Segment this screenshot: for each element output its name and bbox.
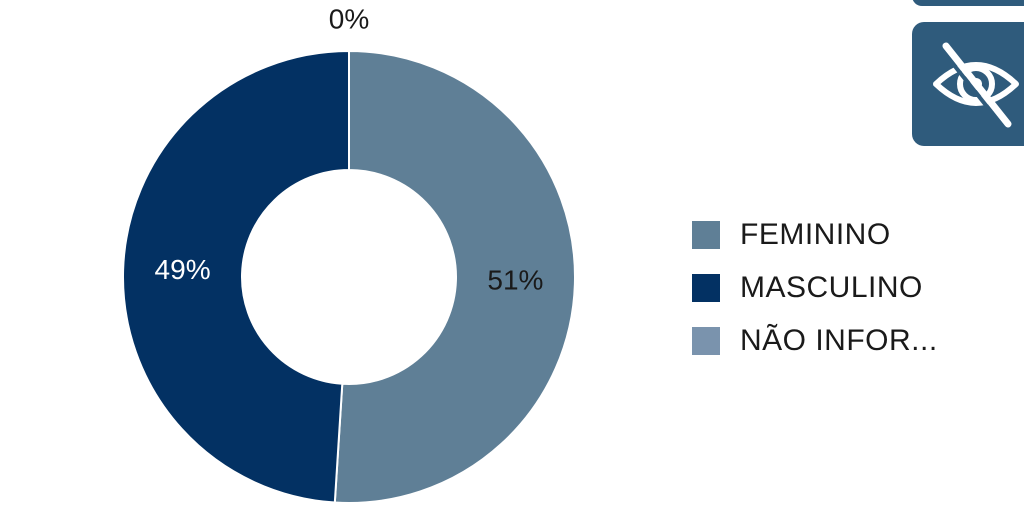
value-label-nao-informado: 0% <box>329 3 369 34</box>
legend-swatch-feminino <box>692 220 720 249</box>
legend-label-nao-informado: NÃO INFOR... <box>740 323 938 357</box>
slice-feminino[interactable] <box>333 49 576 504</box>
eye-slash-icon <box>933 42 1019 130</box>
chart-legend: FEMININO MASCULINO NÃO INFOR... <box>692 208 938 367</box>
legend-label-feminino: FEMININO <box>740 217 891 251</box>
legend-item-nao-informado[interactable]: NÃO INFOR... <box>692 314 938 367</box>
slice-masculino[interactable] <box>122 49 350 504</box>
donut-chart: 51% 49% 0% <box>122 3 576 504</box>
legend-swatch-nao-informado <box>692 326 720 355</box>
value-label-masculino: 49% <box>155 254 211 285</box>
toolbar-button-top[interactable] <box>912 0 1024 6</box>
value-label-feminino: 51% <box>487 265 543 296</box>
hide-chart-button[interactable] <box>912 22 1024 146</box>
legend-item-feminino[interactable]: FEMININO <box>692 208 938 261</box>
legend-label-masculino: MASCULINO <box>740 270 923 304</box>
legend-item-masculino[interactable]: MASCULINO <box>692 261 938 314</box>
legend-swatch-masculino <box>692 273 720 302</box>
